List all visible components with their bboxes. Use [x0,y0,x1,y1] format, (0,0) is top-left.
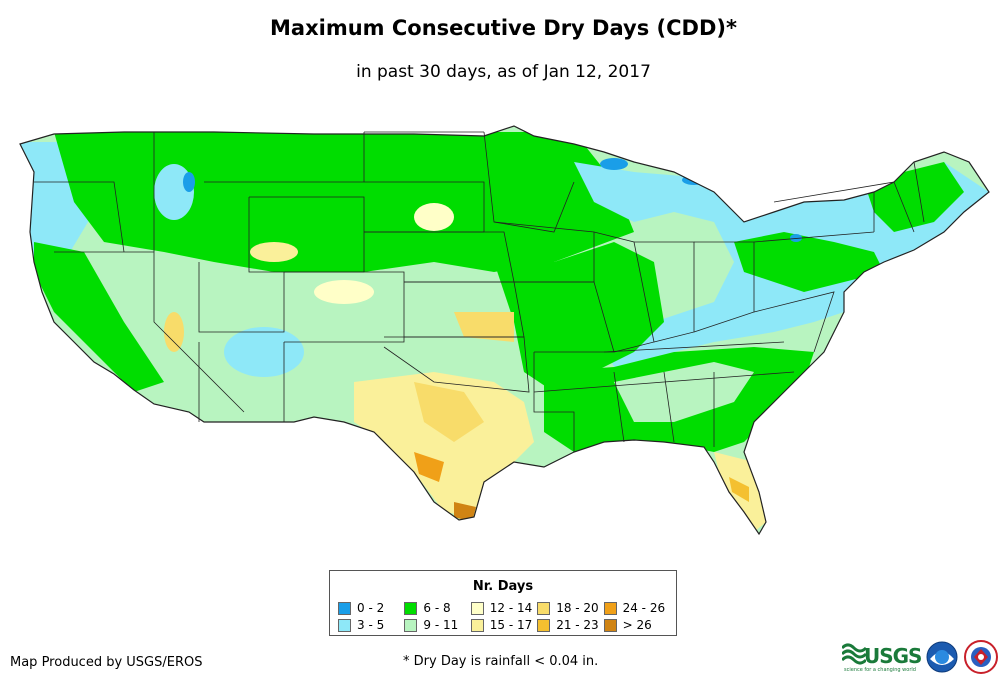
cdd-patch-penn [734,232,884,292]
cdd-patch-texas-tip [454,502,476,522]
legend-item: 15 - 17 [470,618,537,632]
cdd-patch-dakota [414,203,454,231]
cdd-patch-nevada [164,312,184,352]
legend-item: 21 - 23 [537,618,603,632]
legend: Nr. Days 0 - 2 6 - 8 12 - 14 18 - 20 24 … [329,570,677,636]
cdd-patches [20,126,989,534]
legend-swatch [537,601,551,615]
legend-item: 18 - 20 [537,601,603,615]
legend-swatch [603,618,617,632]
boundary-wa-or [34,181,125,253]
boundary-in-oh [634,241,695,343]
map-subtitle: in past 30 days, as of Jan 12, 2017 [356,62,651,82]
us-outline [19,125,990,536]
legend-swatch [470,618,484,632]
legend-swatch [404,618,418,632]
cdd-patch-north [54,132,634,272]
boundary-mn [483,131,575,233]
legend-swatch [338,618,351,632]
legend-label: 6 - 8 [423,601,451,615]
cdd-patch-superior [600,158,628,170]
legend-swatch [338,601,351,615]
legend-item: 6 - 8 [404,601,470,615]
boundary-ms-al-ga [613,371,715,447]
boundary-ky-tn [533,341,795,393]
legend-item: 9 - 11 [404,618,470,632]
map-title: Maximum Consecutive Dry Days (CDD)* [270,16,737,40]
boundary-pa-ny [753,181,895,243]
cdd-patch-arizona [224,327,304,377]
us-map [14,122,994,542]
legend-label: 21 - 23 [556,618,599,632]
cdd-patch-midwest [494,242,664,392]
boundary-newengland [893,161,925,233]
boundary-oh [693,241,755,333]
boundary-wv-va [753,291,835,353]
legend-item: > 26 [603,618,670,632]
map-credit: Map Produced by USGS/EROS [10,655,203,670]
boundary-ut [198,262,285,333]
cdd-patch-california [34,242,164,392]
legend-swatch [404,601,418,615]
cdd-patch-georgia [614,362,754,422]
legend-item: 3 - 5 [338,618,404,632]
usgs-tagline: science for a changing world [844,667,916,673]
legend-swatch [537,618,551,632]
legend-item: 12 - 14 [470,601,537,615]
state-boundaries [34,131,925,452]
legend-grid: 0 - 2 6 - 8 12 - 14 18 - 20 24 - 26 3 - … [338,601,670,632]
legend-label: 24 - 26 [622,601,666,615]
legend-label: 3 - 5 [357,618,385,632]
legend-swatch [470,601,484,615]
cdd-patch-florida-inner [729,477,749,502]
legend-label: 0 - 2 [357,601,385,615]
boundary-mo [514,281,615,353]
dry-day-footnote: * Dry Day is rainfall < 0.04 in. [403,654,599,669]
legend-swatch [603,601,617,615]
legend-label: 9 - 11 [423,618,459,632]
cdd-patch-colorado [314,280,374,304]
legend-item: 0 - 2 [338,601,404,615]
noaa-logo-icon [926,641,958,673]
cdd-patch-ny [790,234,802,242]
legend-label: 12 - 14 [489,601,533,615]
legend-label: > 26 [622,618,652,632]
us-map-svg [19,125,990,536]
cdd-patch-idaho-core [183,172,195,192]
legend-item: 24 - 26 [603,601,670,615]
usgs-wave-icon [842,643,866,665]
boundary-il [593,231,655,353]
cdd-patch-upper-mi [682,175,706,185]
usgs-logo-text: USGS [864,644,922,668]
legend-label: 15 - 17 [489,618,533,632]
cdd-patch-wyoming [250,242,298,262]
boundary-co [284,271,405,343]
cdd-patch-texas-south [414,452,444,482]
agency-logos: USGS science for a changing world [842,638,1000,678]
legend-label: 18 - 20 [556,601,599,615]
cdd-patch-texas-inner [414,382,484,442]
boundary-ar-la [533,352,575,452]
cdd-patch-kansas [454,312,514,342]
boundary-ok [383,336,530,393]
boundary-az-nm [198,342,285,422]
nws-logo-icon [964,640,998,674]
legend-title: Nr. Days [472,579,534,594]
